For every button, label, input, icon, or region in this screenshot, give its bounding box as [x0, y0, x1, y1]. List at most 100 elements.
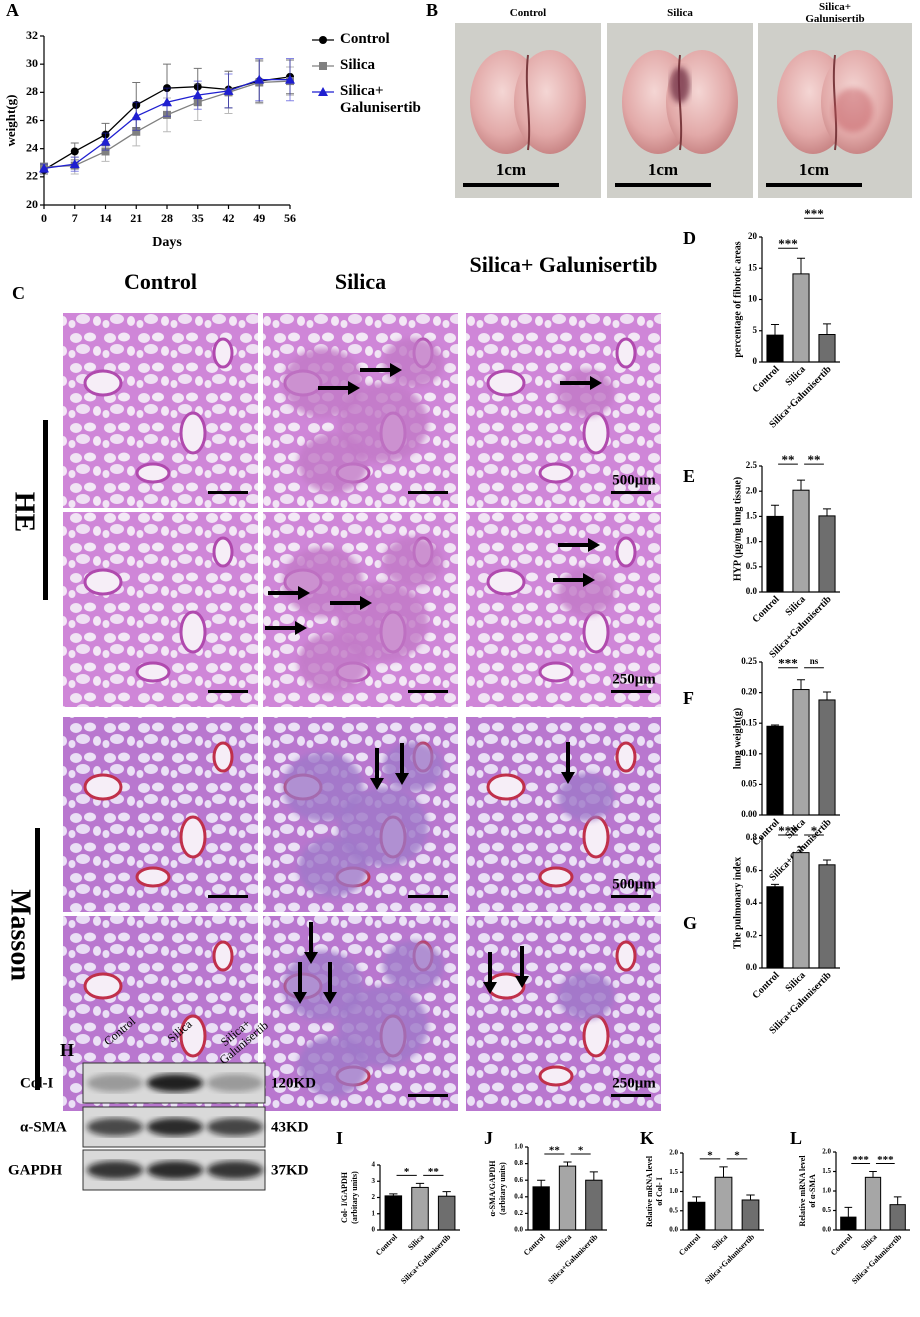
arrow-head — [515, 976, 529, 988]
scale-label: 250μm — [612, 1075, 656, 1091]
airway — [582, 610, 610, 654]
point — [70, 147, 79, 156]
size-label: 120KD — [271, 1075, 316, 1091]
bar — [766, 886, 784, 969]
arrow-head — [323, 992, 337, 1004]
bar — [558, 1165, 577, 1231]
y-tick-label: 0.0 — [822, 1226, 831, 1234]
panel-label: D — [683, 228, 696, 248]
lung-lobe — [514, 50, 586, 154]
y-tick-label: 1.0 — [822, 1187, 831, 1195]
y-axis-title: of α-SMA — [808, 1174, 817, 1208]
scale-label: 250μm — [612, 671, 656, 687]
y-tick-label: 0.6 — [746, 865, 758, 875]
panel-label: H — [60, 1040, 74, 1060]
scale-bar — [615, 183, 711, 187]
error-bar — [796, 479, 806, 491]
airway — [135, 866, 171, 888]
size-label: 43KD — [271, 1119, 309, 1135]
scale-label: 1cm — [799, 160, 829, 179]
column-label: Control — [124, 269, 197, 294]
arrow-head — [390, 363, 402, 377]
x-tick-label: 49 — [253, 211, 265, 225]
bar — [818, 699, 836, 816]
y-tick-label: 0.5 — [822, 1206, 831, 1214]
blot-band — [207, 1118, 263, 1136]
airway — [83, 773, 123, 801]
x-tick-label: Control — [751, 970, 782, 1001]
y-tick-label: 2.0 — [822, 1148, 831, 1156]
y-tick-label: 0.4 — [514, 1192, 523, 1200]
scale-bar — [611, 895, 651, 898]
y-tick-label: 0.8 — [746, 832, 758, 842]
bar — [766, 334, 784, 363]
airway — [212, 337, 234, 369]
bar — [889, 1204, 906, 1231]
significance-label: * — [707, 1149, 713, 1161]
scale-bar — [611, 1094, 651, 1097]
point — [69, 159, 80, 169]
panel-label: K — [640, 1128, 654, 1148]
y-tick-label: 0 — [753, 356, 758, 366]
fibrotic-nodule — [298, 1036, 368, 1096]
scale-label: 500μm — [612, 876, 656, 892]
point — [101, 147, 110, 156]
y-axis-title: percentage of fibrotic areas — [732, 241, 743, 357]
y-tick-label: 1.0 — [669, 1187, 678, 1195]
y-tick-label: 0.8 — [514, 1159, 523, 1167]
y-axis-title: α-SMA/GAPDH — [488, 1160, 497, 1217]
x-tick-label: Silica — [406, 1232, 426, 1252]
y-axis-title: Relative mRNA level — [645, 1155, 654, 1227]
arrow-head — [588, 538, 600, 552]
significance-label: *** — [852, 1154, 869, 1166]
fibrotic-nodule — [338, 383, 428, 463]
error-bar — [563, 1161, 572, 1167]
x-tick-label: Control — [522, 1232, 548, 1258]
bar — [384, 1195, 403, 1231]
protein-label: GAPDH — [8, 1162, 62, 1178]
significance-label: ** — [808, 452, 821, 467]
bar — [818, 515, 836, 593]
y-tick-label: 26 — [26, 112, 38, 126]
protein-label: Col-I — [20, 1075, 53, 1091]
blot-band — [147, 1074, 203, 1092]
scale-bar — [208, 491, 248, 494]
bar — [818, 864, 836, 969]
significance-label: * — [578, 1144, 584, 1156]
error-bar — [537, 1179, 546, 1187]
significance-label: ** — [549, 1144, 561, 1156]
scale-bar — [766, 183, 862, 187]
y-tick-label: 1.5 — [822, 1167, 831, 1175]
y-tick-label: 1.5 — [669, 1168, 678, 1176]
y-tick-label: 0.0 — [746, 962, 758, 972]
legend-label: Silica — [340, 57, 376, 73]
arrow-head — [295, 621, 307, 635]
blot-band — [207, 1161, 263, 1179]
y-axis-title: The pulmonary index — [732, 857, 743, 949]
error-bar — [822, 859, 832, 865]
x-tick-label: Silica+Galunisertib — [546, 1232, 600, 1286]
bar — [585, 1179, 603, 1231]
y-axis-title: Col- I/GAPDH — [340, 1171, 349, 1223]
airway — [538, 462, 574, 484]
arrow-head — [298, 586, 310, 600]
y-tick-label: 0.25 — [741, 656, 757, 666]
error-bar — [869, 1171, 877, 1178]
arrow-head — [483, 982, 497, 994]
x-tick-label: Control — [677, 1232, 703, 1258]
x-tick-label: 28 — [161, 211, 173, 225]
x-tick-label: Control — [751, 364, 782, 395]
fibrotic-nodule — [298, 837, 368, 897]
airway — [615, 940, 637, 972]
scale-bar — [408, 491, 448, 494]
arrow-head — [561, 772, 575, 784]
y-tick-label: 1.0 — [746, 536, 758, 546]
airway — [582, 411, 610, 455]
legend-label: Silica+ Galunisertib — [340, 83, 421, 116]
panel-label: F — [683, 688, 694, 708]
fibrotic-nodule — [298, 632, 368, 692]
fibrotic-nodule — [283, 951, 363, 1021]
y-tick-label: 0 — [372, 1226, 376, 1234]
error-bar — [796, 679, 806, 690]
